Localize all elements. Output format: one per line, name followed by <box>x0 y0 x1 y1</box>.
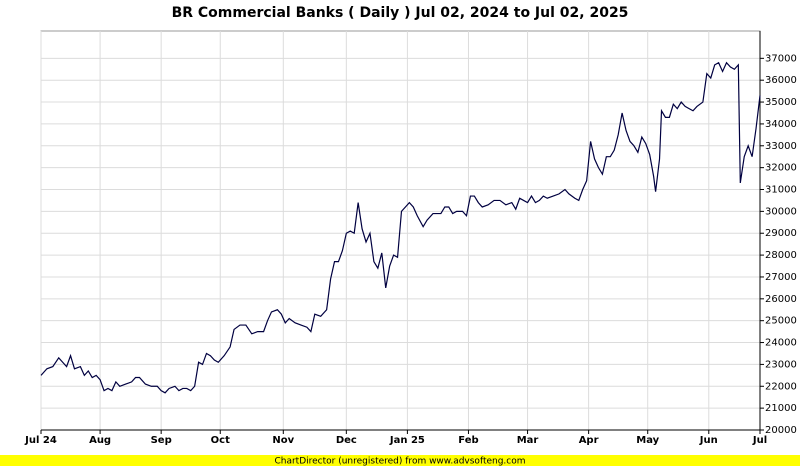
y-tick-label: 28000 <box>765 250 797 261</box>
x-tick-label: Jun <box>699 435 718 446</box>
plot-background <box>40 30 761 431</box>
x-tick-label: Oct <box>211 435 230 446</box>
x-tick-label: May <box>636 435 659 446</box>
y-tick-label: 24000 <box>765 338 797 349</box>
x-tick-label: Mar <box>517 435 539 446</box>
footer-bar <box>0 455 800 466</box>
footer: ChartDirector (unregistered) from www.ad… <box>274 457 525 466</box>
y-tick-label: 35000 <box>765 97 797 108</box>
x-tick-label: Jul <box>752 435 767 446</box>
y-tick-label: 25000 <box>765 316 797 327</box>
y-tick-label: 36000 <box>765 75 797 86</box>
y-tick-label: 29000 <box>765 228 797 239</box>
x-tick-label: Aug <box>89 435 111 446</box>
y-tick-label: 31000 <box>765 185 797 196</box>
plot-area: 20000 21000 22000 23000 24000 25000 26000 27000… <box>24 30 797 446</box>
x-tick-label: Feb <box>458 435 478 446</box>
y-tick-label: 22000 <box>765 381 797 392</box>
y-tick-label: 33000 <box>765 141 797 152</box>
chart-title: BR Commercial Banks ( Daily ) Jul 02, 20… <box>172 5 629 21</box>
y-tick-label: 20000 <box>765 425 797 436</box>
series-line <box>40 61 761 394</box>
x-tick-label: Jul 24 <box>24 435 57 446</box>
x-tick-label: Dec <box>336 435 357 446</box>
y-tick-label: 27000 <box>765 272 797 283</box>
y-tick-label: 21000 <box>765 403 797 414</box>
y-tick-label: 32000 <box>765 163 797 174</box>
x-tick-label: Apr <box>579 435 599 446</box>
y-tick-label: 30000 <box>765 206 797 217</box>
y-tick-label: 34000 <box>765 119 797 130</box>
y-tick-label: 37000 <box>765 53 797 64</box>
x-tick-label: Sep <box>151 435 172 446</box>
y-tick-label: 26000 <box>765 294 797 305</box>
x-tick-label: Nov <box>272 435 294 446</box>
x-tick-label: Jan 25 <box>389 435 425 446</box>
y-tick-label: 23000 <box>765 359 797 370</box>
